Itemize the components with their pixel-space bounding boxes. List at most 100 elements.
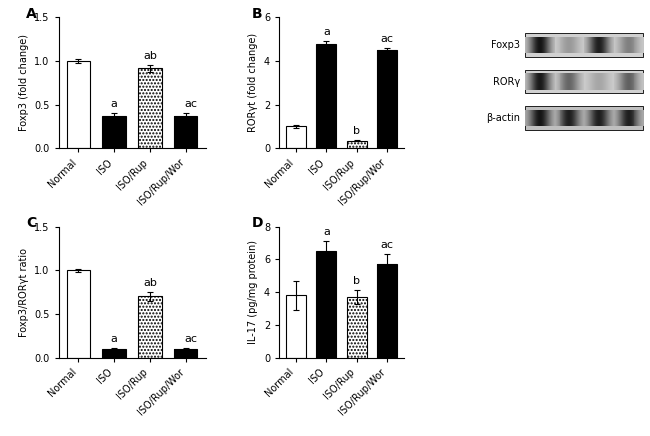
Bar	[547, 73, 548, 90]
Bar	[535, 37, 536, 53]
Bar	[621, 37, 622, 53]
Bar	[570, 73, 571, 90]
Bar	[556, 73, 558, 90]
Bar	[569, 37, 571, 53]
Bar	[595, 73, 596, 90]
Bar	[612, 110, 613, 126]
Bar	[582, 73, 583, 90]
Y-axis label: Foxp3 (fold change): Foxp3 (fold change)	[19, 34, 29, 131]
Bar	[529, 37, 530, 53]
Bar	[528, 110, 529, 126]
Bar	[525, 33, 644, 57]
Bar	[595, 110, 596, 126]
Bar	[616, 73, 617, 90]
Text: a: a	[111, 334, 118, 344]
Bar	[642, 73, 643, 90]
Bar	[551, 37, 552, 53]
Bar	[600, 73, 601, 90]
Bar	[611, 73, 612, 90]
Bar	[591, 110, 592, 126]
Bar	[598, 37, 599, 53]
Bar	[581, 73, 582, 90]
Bar	[609, 110, 610, 126]
Bar	[590, 37, 592, 53]
Bar	[532, 110, 533, 126]
Bar	[556, 110, 558, 126]
Y-axis label: Foxp3/RORγt ratio: Foxp3/RORγt ratio	[19, 248, 29, 337]
Bar	[568, 73, 569, 90]
Bar	[564, 110, 565, 126]
Bar	[629, 37, 630, 53]
Bar	[532, 73, 533, 90]
Bar	[562, 37, 564, 53]
Bar	[587, 37, 588, 53]
Bar	[627, 110, 628, 126]
Y-axis label: IL-17 (pg/mg protein): IL-17 (pg/mg protein)	[248, 240, 258, 344]
Bar	[642, 110, 644, 126]
Bar	[566, 110, 567, 126]
Bar	[605, 110, 606, 126]
Bar	[596, 37, 597, 53]
Bar	[558, 37, 559, 53]
Bar	[573, 37, 575, 53]
Bar	[616, 37, 617, 53]
Bar	[623, 73, 625, 90]
Bar	[578, 110, 579, 126]
Bar	[530, 110, 531, 126]
Bar	[583, 110, 584, 126]
Text: B: B	[252, 7, 262, 21]
Bar	[632, 110, 634, 126]
Bar	[571, 110, 573, 126]
Bar	[536, 37, 537, 53]
Bar	[627, 73, 628, 90]
Bar	[625, 73, 627, 90]
Bar	[584, 37, 586, 53]
Bar	[562, 110, 564, 126]
Bar	[560, 110, 561, 126]
Bar	[617, 37, 618, 53]
Bar	[603, 73, 604, 90]
Bar	[608, 73, 609, 90]
Text: ac: ac	[381, 34, 394, 44]
Bar	[598, 110, 599, 126]
Bar	[549, 37, 550, 53]
Bar	[634, 37, 636, 53]
Bar	[534, 37, 535, 53]
Bar	[614, 37, 615, 53]
Bar	[550, 37, 551, 53]
Bar	[619, 73, 621, 90]
Bar	[579, 37, 580, 53]
Bar	[569, 110, 571, 126]
Bar	[579, 110, 580, 126]
Bar	[590, 110, 592, 126]
Bar	[545, 37, 546, 53]
Text: ab: ab	[143, 278, 157, 288]
Bar	[527, 37, 528, 53]
Bar	[564, 73, 565, 90]
Bar	[607, 110, 608, 126]
Bar	[541, 110, 542, 126]
Bar	[540, 110, 541, 126]
Bar	[531, 73, 532, 90]
Bar	[589, 110, 590, 126]
Text: A: A	[26, 7, 37, 21]
Text: ac: ac	[381, 240, 394, 250]
Bar	[608, 37, 609, 53]
Bar	[550, 73, 551, 90]
Text: ab: ab	[143, 51, 157, 61]
Bar	[560, 37, 562, 53]
Bar	[525, 106, 644, 130]
Bar	[636, 73, 638, 90]
Bar	[585, 110, 586, 126]
Bar	[601, 73, 602, 90]
Bar	[612, 73, 613, 90]
Bar	[535, 110, 536, 126]
Bar	[588, 37, 590, 53]
Bar	[286, 126, 306, 148]
Bar	[596, 73, 597, 90]
Bar	[586, 110, 588, 126]
Bar	[634, 110, 636, 126]
Bar	[602, 110, 603, 126]
Bar	[540, 73, 541, 90]
Bar	[642, 37, 643, 53]
